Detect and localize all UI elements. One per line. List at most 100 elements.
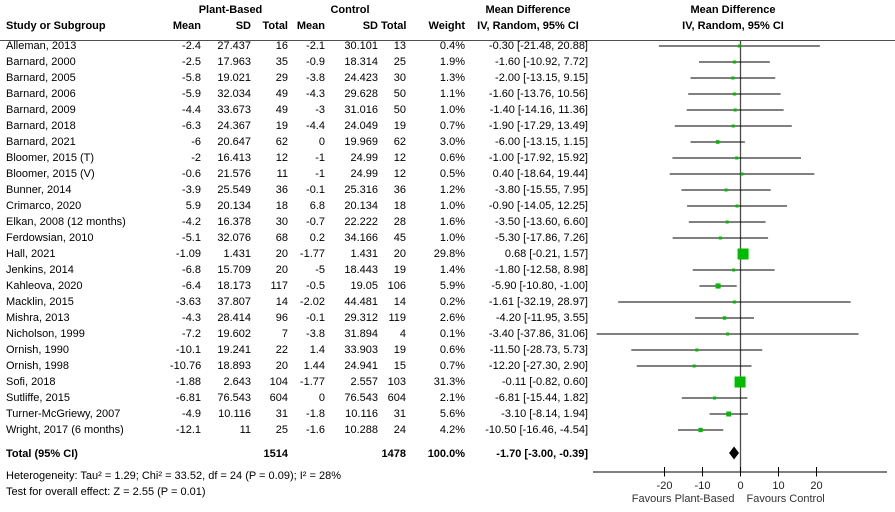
weight: 0.6% (439, 152, 465, 164)
weight: 0.7% (439, 120, 465, 132)
pb-sd: 18.893 (217, 360, 251, 372)
effect-square (732, 300, 736, 304)
control-total: 50 (393, 88, 406, 100)
md-ci-text: -0.90 [-14.05, 12.25] (488, 200, 588, 212)
pb-total: 30 (275, 216, 288, 228)
weight: 2.1% (439, 392, 465, 404)
table-row: Wright, 2017 (6 months) -12.1 11 25 -1.6 10.2… (0, 422, 600, 438)
pb-sd: 32.076 (217, 232, 251, 244)
pb-total: 117 (270, 280, 288, 292)
table-row: Jenkins, 2014 -6.8 15.709 20 -5 18.443 19 1.4% -… (0, 262, 600, 278)
control-total: 30 (393, 72, 406, 84)
study-name: Barnard, 2009 (6, 104, 76, 116)
effect-square (718, 236, 722, 240)
control-sd: 2.557 (350, 376, 378, 388)
study-name: Crimarco, 2020 (6, 200, 82, 212)
total-control-n: 1478 (381, 448, 406, 460)
total-pb-n: 1514 (263, 448, 288, 460)
study-name: Hall, 2021 (6, 248, 56, 260)
effect-square (715, 140, 720, 144)
study-name: Bloomer, 2015 (V) (6, 168, 95, 180)
study-name: Mishra, 2013 (6, 312, 70, 324)
pb-sd: 20.134 (217, 200, 251, 212)
md-ci-text: -5.90 [-10.80, -1.00] (491, 280, 588, 292)
effect-square (735, 204, 739, 208)
weight: 29.8% (433, 248, 465, 260)
control-total: 14 (393, 296, 406, 308)
control-mean: -0.5 (306, 280, 325, 292)
pb-total: 68 (275, 232, 288, 244)
weight: 5.6% (439, 408, 465, 420)
table-row: Sofi, 2018 -1.88 2.643 104 -1.77 2.557 103 31.3… (0, 374, 600, 390)
control-total: 24 (393, 424, 406, 436)
table-row: Barnard, 2005 -5.8 19.021 29 -3.8 24.423 30 1.3… (0, 70, 600, 86)
weight: 3.0% (439, 136, 465, 148)
pb-mean: -6.3 (182, 120, 201, 132)
pb-sd: 20.647 (217, 136, 251, 148)
control-total: 50 (393, 104, 406, 116)
control-sd: 25.316 (344, 184, 378, 196)
control-sd: 31.016 (344, 104, 378, 116)
pb-sd: 33.673 (217, 104, 251, 116)
pb-mean: -6.8 (182, 264, 201, 276)
pb-mean: -2 (191, 152, 201, 164)
md-ci-text: -6.81 [-15.44, 1.82] (495, 392, 588, 404)
md-ci-text: 0.40 [-18.64, 19.44] (492, 168, 588, 180)
pb-sd: 15.709 (217, 264, 251, 276)
pb-total: 62 (275, 136, 288, 148)
pb-mean: -5.8 (182, 72, 201, 84)
control-total: 31 (393, 408, 406, 420)
control-total: 28 (393, 216, 406, 228)
total-diamond (729, 446, 740, 460)
effect-square (732, 60, 736, 64)
md-ci-text: -1.60 [-10.92, 7.72] (495, 56, 588, 68)
axis-tick-label: -20 (657, 480, 673, 492)
effect-square (731, 124, 735, 128)
study-name: Ornish, 1998 (6, 360, 69, 372)
pb-mean: -0.6 (182, 168, 201, 180)
control-sd: 30.101 (344, 40, 378, 52)
table-row: Barnard, 2018 -6.3 24.367 19 -4.4 24.049 19 0.7… (0, 118, 600, 134)
study-name: Bloomer, 2015 (T) (6, 152, 95, 164)
pb-sd: 19.241 (217, 344, 251, 356)
pb-sd: 18.173 (217, 280, 251, 292)
effect-square (725, 220, 729, 224)
weight: 0.7% (439, 360, 465, 372)
control-total: 13 (393, 40, 406, 52)
control-mean: 1.44 (303, 360, 325, 372)
weight: 0.5% (439, 168, 465, 180)
control-sd: 34.166 (344, 232, 378, 244)
effect-square (734, 376, 746, 388)
md-ci-text: -1.61 [-32.19, 28.97] (488, 296, 588, 308)
control-mean: -4.4 (306, 120, 325, 132)
pb-mean: -4.3 (182, 312, 201, 324)
total-ci: -1.70 [-3.00, -0.39] (496, 448, 588, 460)
weight: 2.6% (439, 312, 465, 324)
control-total: 36 (393, 184, 406, 196)
pb-total: 12 (275, 152, 288, 164)
pb-sd: 25.549 (217, 184, 251, 196)
effect-square (735, 156, 739, 160)
control-mean: 6.8 (309, 200, 325, 212)
pb-total: 25 (275, 424, 288, 436)
pb-total: 49 (275, 88, 288, 100)
pb-mean: -4.4 (182, 104, 201, 116)
md-ci-text: -2.00 [-13.15, 9.15] (495, 72, 588, 84)
effect-square (715, 283, 721, 289)
effect-square (698, 427, 703, 433)
weight: 1.1% (439, 88, 465, 100)
weight: 5.9% (439, 280, 465, 292)
control-mean: -0.1 (306, 312, 325, 324)
pb-total: 104 (269, 376, 288, 388)
control-total: 12 (393, 168, 406, 180)
control-total: 19 (393, 120, 406, 132)
group-header-control: Control (330, 4, 370, 16)
pb-sd: 28.414 (217, 312, 251, 324)
study-name: Sutliffe, 2015 (6, 392, 71, 404)
control-total: 19 (393, 344, 406, 356)
control-mean: -4.3 (306, 88, 325, 100)
table-row: Ornish, 1990 -10.1 19.241 22 1.4 33.903 19 0.6%… (0, 342, 600, 358)
pb-sd: 27.437 (217, 40, 251, 52)
pb-sd: 10.116 (218, 408, 251, 420)
